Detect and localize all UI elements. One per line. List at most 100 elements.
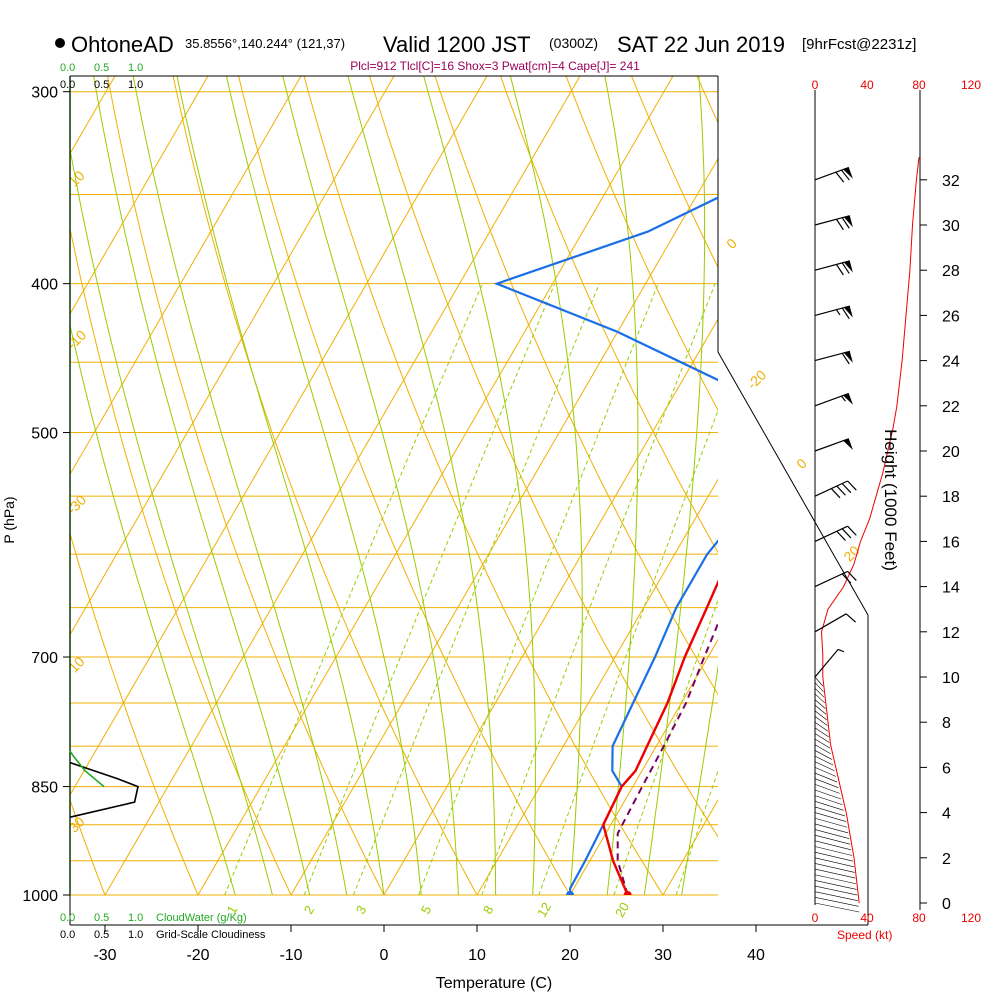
sounding-series <box>493 196 718 895</box>
isotherm-line <box>197 76 674 895</box>
isotherm-line <box>290 157 718 895</box>
wind-hatch-line <box>814 705 827 715</box>
x-tick-label: 30 <box>654 947 672 964</box>
wind-barb-flag <box>843 393 853 405</box>
wind-barb-feather <box>836 530 846 541</box>
cloudwater-tick-top: 0.5 <box>94 62 109 74</box>
wind-barb-feather <box>830 488 841 499</box>
moist-adiabat-line <box>176 76 385 895</box>
wind-hatch-line <box>814 721 829 732</box>
x-tick-label: -30 <box>93 947 116 964</box>
dry-adiabat-line <box>70 531 199 895</box>
height-tick-label: 14 <box>942 580 960 597</box>
height-axis-label: Height (1000 Feet) <box>881 429 900 571</box>
isotherm-line <box>756 0 1000 895</box>
dry-adiabat-line <box>107 76 385 895</box>
cloudiness-tick-top: 0.5 <box>94 79 109 91</box>
wind-hatch-line <box>814 806 845 817</box>
height-tick-label: 28 <box>942 263 960 280</box>
wind-hatch-line <box>814 772 838 783</box>
wind-hatch-line <box>814 885 858 896</box>
height-tick-label: 22 <box>942 399 960 416</box>
wind-speed-tick-top: 40 <box>860 78 874 92</box>
cloudwater-tick-bottom: 1.0 <box>128 912 143 924</box>
p-tick-label: 700 <box>31 650 58 667</box>
x-tick-label: 0 <box>380 947 389 964</box>
valid-zulu: (0300Z) <box>549 35 598 51</box>
wind-barb-half-feather <box>835 309 841 316</box>
x-axis-label: Temperature (C) <box>436 975 552 992</box>
surface-temperature-point <box>623 891 632 895</box>
height-tick-label: 0 <box>942 896 951 913</box>
x-tick-label: -20 <box>186 947 209 964</box>
wind-hatch-line <box>814 868 856 879</box>
x-tick-label: 40 <box>747 947 765 964</box>
dry-adiabat-line <box>434 76 718 696</box>
station-marker-icon <box>55 38 65 48</box>
height-tick-label: 18 <box>942 489 960 506</box>
moist-adiabat-line <box>70 146 273 895</box>
mixing-ratio-label: 3 <box>353 903 370 917</box>
moist-adiabat-line <box>225 76 422 895</box>
wind-hatch-line <box>814 693 825 704</box>
cloudwater-tick-bottom: 0.0 <box>60 912 75 924</box>
mixing-ratio-label: 5 <box>418 903 435 917</box>
dry-adiabat-label: -10 <box>64 327 90 353</box>
wind-hatch-line <box>814 761 835 772</box>
wind-barb-feather <box>847 570 857 581</box>
isotherm-line <box>70 76 302 476</box>
header: OhtoneAD 35.8556°,140.244° (121,37) Vali… <box>55 32 916 73</box>
p-tick-label: 850 <box>31 780 58 797</box>
dry-adiabat-label: -20 <box>744 367 770 393</box>
wind-speed-tick-bottom: 40 <box>860 911 874 925</box>
cloudwater-label: CloudWater (g/Kg) <box>156 912 247 924</box>
isotherm-line <box>383 318 718 895</box>
moist-adiabat-line <box>282 76 459 895</box>
wind-speed-tick-bottom: 0 <box>812 911 819 925</box>
wind-barb-feather <box>841 528 852 539</box>
moist-adiabat-line <box>719 0 873 895</box>
mixing-ratio-line <box>224 283 483 895</box>
wind-speed-label: Speed (kt) <box>837 928 892 942</box>
wind-barb-shaft <box>814 649 839 678</box>
dry-adiabat-line <box>238 76 571 895</box>
moist-adiabat-line <box>423 76 536 895</box>
wind-hatch-line <box>814 840 852 851</box>
x-tick-label: 10 <box>468 947 486 964</box>
cloudiness-tick-bottom: 0.0 <box>60 929 75 941</box>
dry-adiabat-line <box>828 0 1000 895</box>
wind-barb-feather <box>841 262 850 274</box>
wind-hatch-line <box>814 755 834 766</box>
wind-hatch-line <box>814 750 833 760</box>
isotherm-line <box>70 76 116 155</box>
moist-adiabat-line <box>604 76 639 895</box>
cloudwater-tick-bottom: 0.5 <box>94 912 109 924</box>
wind-hatch-line <box>814 829 850 839</box>
height-tick-label: 32 <box>942 173 960 190</box>
wind-hatch-line <box>814 789 842 800</box>
wind-barb-feather <box>841 483 852 494</box>
p-tick-label: 500 <box>31 426 58 443</box>
x-tick-label: -10 <box>279 947 302 964</box>
cloudwater-tick-top: 0.0 <box>60 62 75 74</box>
wind-barb-flag <box>843 260 853 273</box>
mixing-ratio-line <box>418 283 659 895</box>
height-tick-label: 26 <box>942 308 960 325</box>
isotherm-line <box>0 0 83 895</box>
wind-barb-flag <box>843 438 853 450</box>
height-tick-label: 8 <box>942 715 951 732</box>
p-tick-label: 300 <box>31 85 58 102</box>
wind-hatch-line <box>814 851 854 862</box>
mixing-ratio-label: 8 <box>480 903 497 917</box>
wind-barb-half-feather <box>837 648 845 653</box>
wind-barb-feather <box>836 485 846 496</box>
p-tick-label: 1000 <box>22 888 58 905</box>
height-tick-label: 2 <box>942 851 951 868</box>
wind-hatch-line <box>814 682 824 692</box>
wind-panel <box>717 76 921 925</box>
wind-barb-feather <box>847 525 857 536</box>
dry-adiabat-line <box>630 76 718 269</box>
cloudiness-line <box>69 761 139 818</box>
